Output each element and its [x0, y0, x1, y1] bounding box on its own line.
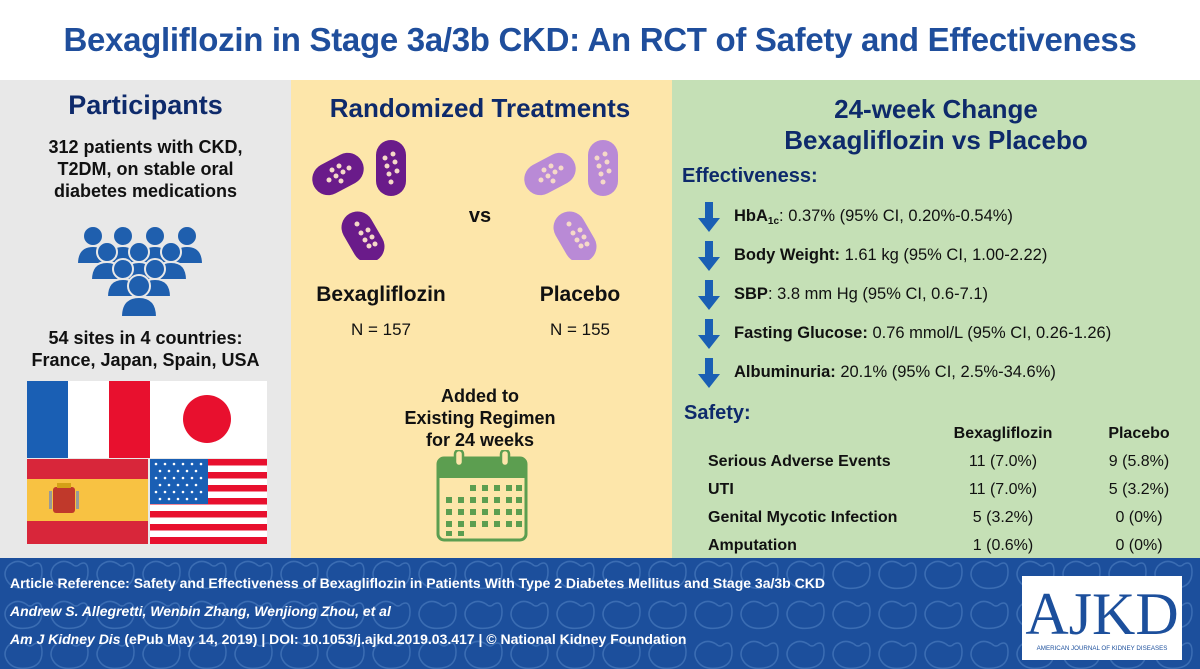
logo-text: AJKD	[1025, 581, 1178, 647]
results-heading: 24-week Change Bexagliflozin vs Placebo	[672, 94, 1200, 156]
effectiveness-label: SBP	[734, 285, 768, 303]
people-group-icon	[75, 225, 205, 318]
regimen-line: Existing Regimen	[404, 408, 556, 428]
effectiveness-label-subscript: 1c	[767, 215, 780, 227]
regimen-line: Added to	[441, 386, 519, 406]
effectiveness-list: HbA1c: 0.37% (95% CI, 0.20%-0.54%) Body …	[698, 197, 1198, 392]
arm-name-bexagliflozin: Bexagliflozin	[316, 283, 446, 306]
effectiveness-value: 20.1% (95% CI, 2.5%-34.6%)	[835, 363, 1056, 381]
france-flag	[27, 381, 150, 458]
effectiveness-value: 0.76 mmol/L (95% CI, 0.26-1.26)	[867, 324, 1112, 342]
safety-event: Amputation	[708, 537, 797, 554]
sites-line: 54 sites in 4 countries:	[48, 328, 243, 348]
effectiveness-label: HbA	[734, 206, 768, 225]
arrow-down-icon	[698, 201, 720, 232]
arrow-down-icon	[698, 318, 720, 349]
effectiveness-value: 0.37% (95% CI, 0.20%-0.54%)	[783, 206, 1013, 225]
arm-name-placebo: Placebo	[539, 283, 621, 306]
safety-row: Genital Mycotic Infection 5 (3.2%) 0 (0%…	[672, 504, 1200, 532]
safety-header-row: Bexagliflozin Placebo	[672, 420, 1200, 448]
treatments-panel: Randomized Treatments vs Bexagliflozin P…	[291, 80, 669, 558]
results-panel: 24-week Change Bexagliflozin vs Placebo …	[669, 80, 1200, 558]
effectiveness-separator: :	[767, 285, 773, 303]
effectiveness-separator: :	[779, 206, 784, 225]
safety-table: Bexagliflozin Placebo Serious Adverse Ev…	[672, 420, 1200, 560]
effectiveness-item-fasting-glucose: Fasting Glucose: 0.76 mmol/L (95% CI, 0.…	[698, 314, 1198, 353]
effectiveness-item-hba1c: HbA1c: 0.37% (95% CI, 0.20%-0.54%)	[698, 197, 1198, 236]
participants-heading: Participants	[68, 90, 223, 120]
safety-bexagliflozin-value: 11 (7.0%)	[968, 453, 1038, 470]
arm-n-bexagliflozin: N = 157	[350, 320, 411, 339]
participants-panel: Participants 312 patients with CKD, T2DM…	[0, 80, 291, 558]
treatments-heading: Randomized Treatments	[329, 93, 631, 123]
effectiveness-label: Albuminuria:	[734, 363, 836, 381]
calendar-icon	[436, 450, 528, 542]
effectiveness-item-body-weight: Body Weight: 1.61 kg (95% CI, 1.00-2.22)	[698, 236, 1198, 275]
spain-flag	[27, 459, 148, 544]
safety-header-event	[672, 420, 928, 448]
effectiveness-value: 3.8 mm Hg (95% CI, 0.6-7.1)	[772, 285, 989, 303]
journal-name: Am J Kidney Dis	[10, 631, 121, 647]
arrow-down-icon	[698, 240, 720, 271]
country-flags	[27, 381, 267, 544]
effectiveness-value: 1.61 kg (95% CI, 1.00-2.22)	[840, 246, 1048, 264]
article-citation: Am J Kidney Dis (ePub May 14, 2019) | DO…	[10, 631, 686, 647]
regimen-line: for 24 weeks	[425, 430, 535, 450]
participants-line: diabetes medications	[53, 181, 238, 201]
results-heading-line: 24-week Change	[834, 94, 1038, 124]
effectiveness-item-albuminuria: Albuminuria: 20.1% (95% CI, 2.5%-34.6%)	[698, 353, 1198, 392]
safety-event: Genital Mycotic Infection	[708, 509, 898, 526]
arrow-down-icon	[698, 357, 720, 388]
infographic-title: Bexagliflozin in Stage 3a/3b CKD: An RCT…	[63, 21, 1137, 58]
safety-bexagliflozin-value: 5 (3.2%)	[972, 509, 1034, 526]
safety-bexagliflozin-value: 1 (0.6%)	[972, 537, 1034, 554]
safety-placebo-value: 5 (3.2%)	[1108, 481, 1170, 498]
effectiveness-heading: Effectiveness:	[682, 165, 818, 187]
safety-heading: Safety:	[684, 402, 751, 424]
effectiveness-label: Fasting Glucose:	[734, 324, 868, 342]
safety-placebo-value: 0 (0%)	[1115, 509, 1163, 526]
kidney-pattern-background	[0, 558, 1200, 669]
placebo-pills-icon	[524, 140, 618, 260]
arrow-down-icon	[698, 279, 720, 310]
article-reference: Article Reference: Safety and Effectiven…	[10, 575, 825, 591]
safety-row: Serious Adverse Events 11 (7.0%) 9 (5.8%…	[672, 448, 1200, 476]
participants-description: 312 patients with CKD, T2DM, on stable o…	[0, 136, 291, 202]
logo-subtitle: AMERICAN JOURNAL OF KIDNEY DISEASES	[1037, 645, 1168, 652]
participants-line: 312 patients with CKD,	[48, 137, 243, 157]
vs-label: vs	[468, 205, 492, 227]
safety-row: UTI 11 (7.0%) 5 (3.2%)	[672, 476, 1200, 504]
person-icon	[119, 274, 159, 318]
japan-flag	[150, 381, 267, 458]
ajkd-logo: AJKD AMERICAN JOURNAL OF KIDNEY DISEASES	[1022, 576, 1182, 660]
safety-placebo-value: 9 (5.8%)	[1108, 453, 1170, 470]
reference-footer: Article Reference: Safety and Effectiven…	[0, 558, 1200, 669]
effectiveness-item-sbp: SBP: 3.8 mm Hg (95% CI, 0.6-7.1)	[698, 275, 1198, 314]
effectiveness-label: Body Weight:	[734, 246, 841, 264]
article-authors: Andrew S. Allegretti, Wenbin Zhang, Wenj…	[10, 603, 391, 619]
safety-row: Amputation 1 (0.6%) 0 (0%)	[672, 532, 1200, 560]
usa-flag	[150, 459, 267, 544]
safety-event: UTI	[708, 481, 734, 498]
bexagliflozin-pills-icon	[312, 140, 406, 260]
sites-line: France, Japan, Spain, USA	[31, 350, 260, 370]
arm-n-placebo: N = 155	[549, 320, 610, 339]
sites-description: 54 sites in 4 countries: France, Japan, …	[0, 327, 291, 371]
results-heading-line: Bexagliflozin vs Placebo	[784, 125, 1088, 155]
safety-header-placebo: Placebo	[1108, 425, 1170, 442]
regimen-description: Added to Existing Regimen for 24 weeks	[291, 385, 669, 451]
participants-line: T2DM, on stable oral	[57, 159, 234, 179]
citation-details: (ePub May 14, 2019) | DOI: 10.1053/j.ajk…	[120, 631, 687, 647]
safety-event: Serious Adverse Events	[708, 453, 891, 470]
safety-bexagliflozin-value: 11 (7.0%)	[968, 481, 1038, 498]
safety-placebo-value: 0 (0%)	[1115, 537, 1163, 554]
safety-header-bexagliflozin: Bexagliflozin	[953, 425, 1053, 442]
